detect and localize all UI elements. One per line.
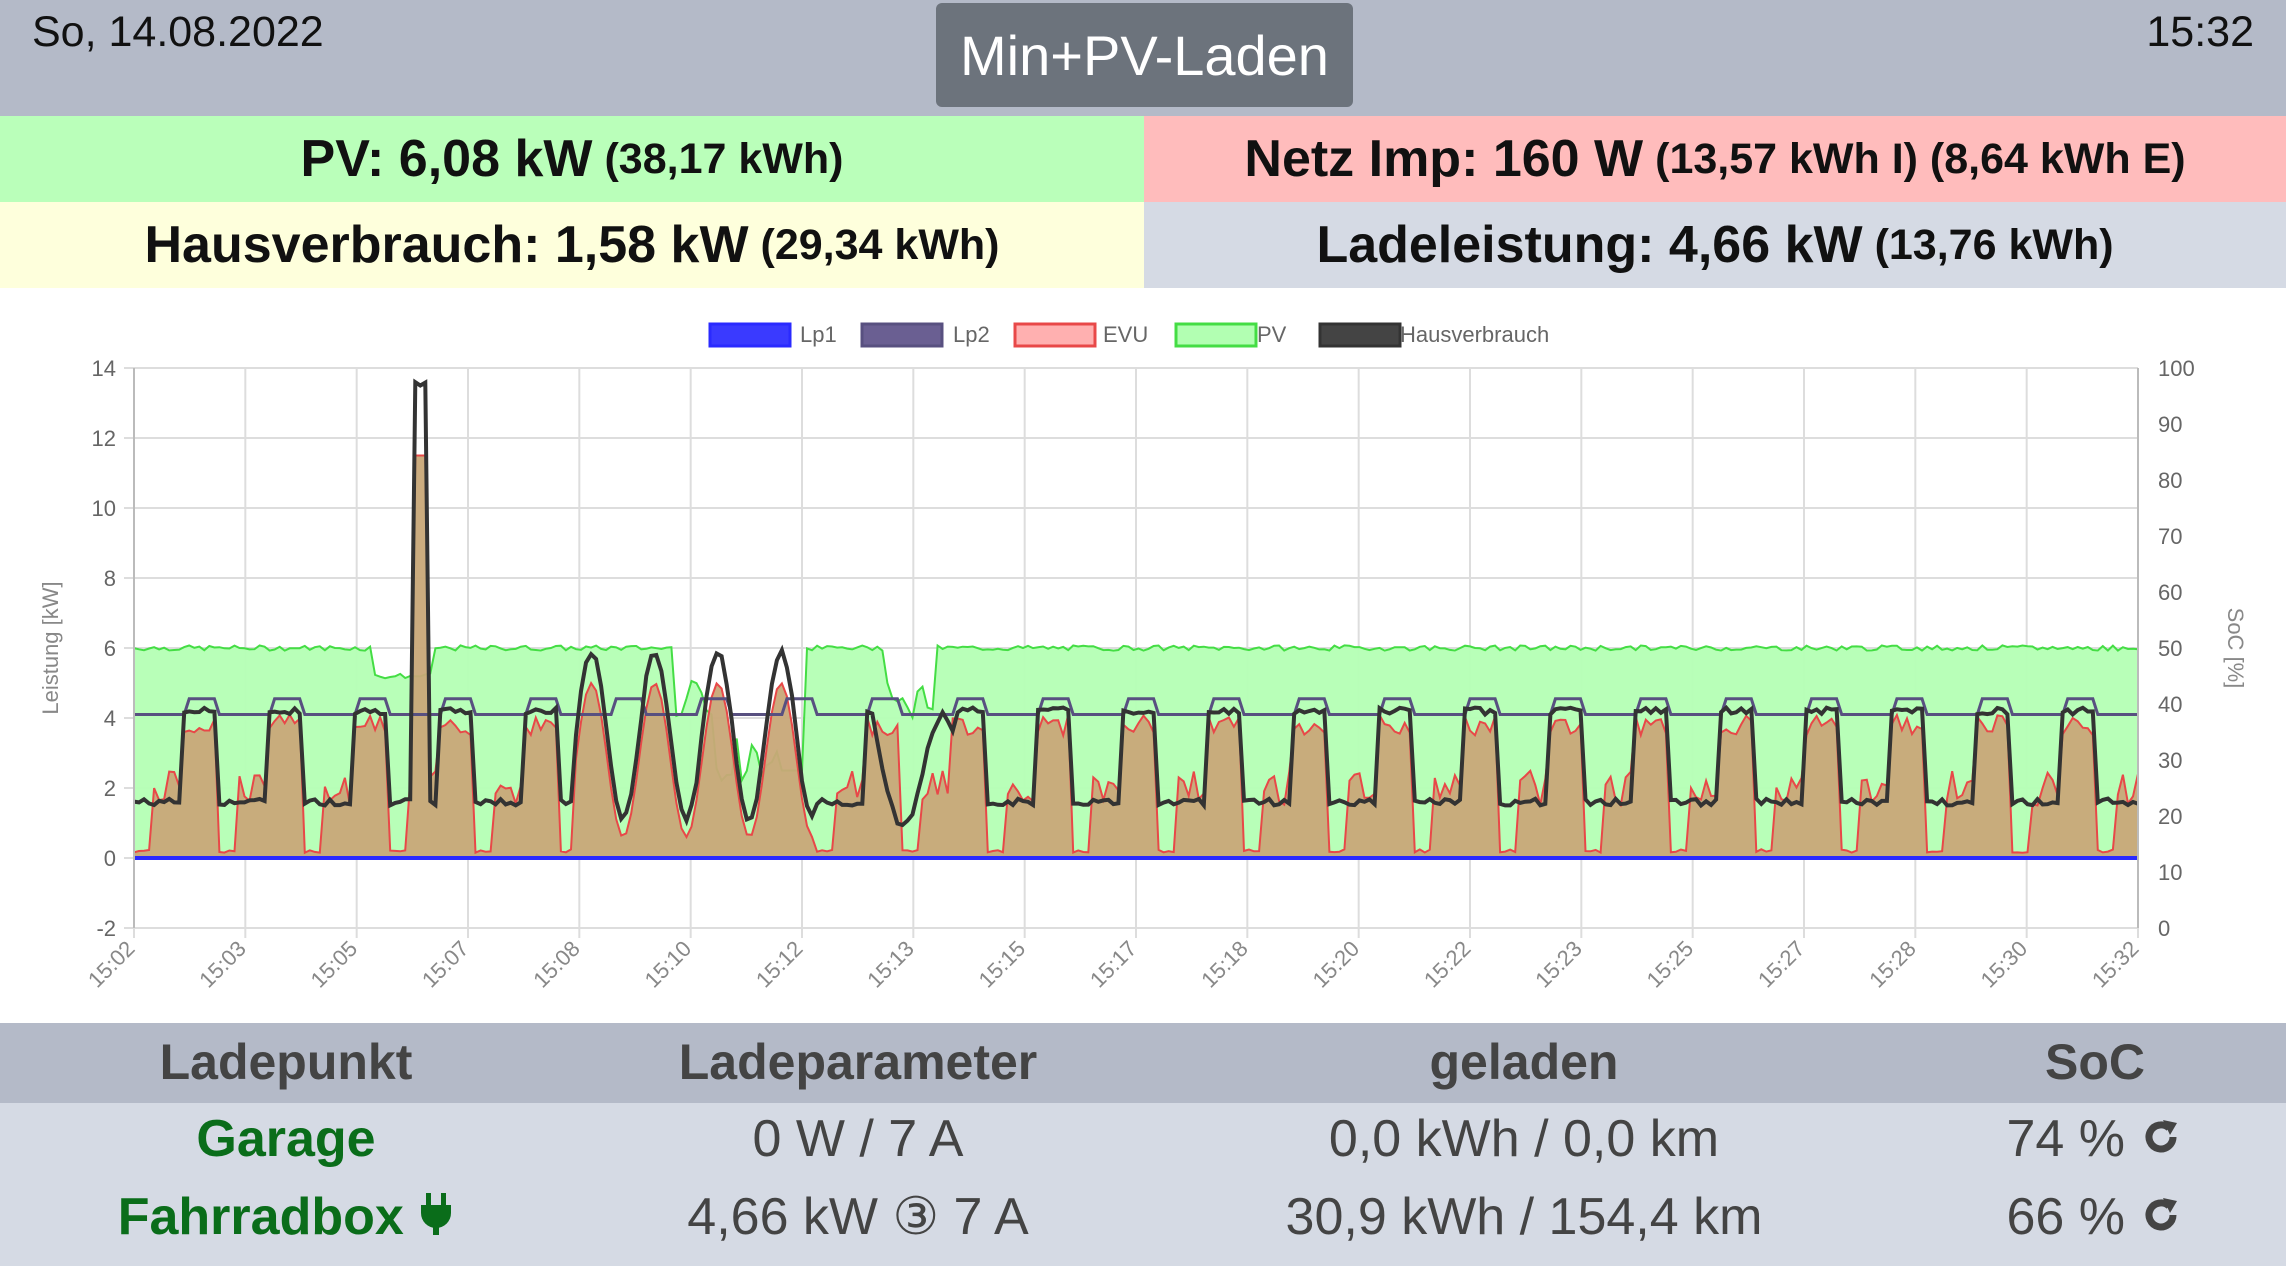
soc-value: 66 % [2006, 1188, 2126, 1246]
x-tick-label: 15:05 [306, 936, 363, 993]
legend-swatch-hausverbrauch [1318, 322, 1402, 348]
chargepoint-param-garage: 0 W / 7 A [752, 1110, 964, 1168]
chargepoint-table-header: Ladepunkt Ladeparameter geladen SoC [0, 1023, 2286, 1103]
legend-label-lp1: Lp1 [800, 322, 837, 347]
charge-energy: (13,76 kWh) [1874, 220, 2114, 269]
chargepoint-charged-garage: 0,0 kWh / 0,0 km [1328, 1110, 1720, 1168]
y-tick-label: 14 [92, 356, 116, 381]
pv-summary: PV: 6,08 kW (38,17 kWh) [0, 116, 1144, 202]
legend-label-lp2: Lp2 [953, 322, 990, 347]
x-tick-label: 15:10 [640, 936, 697, 993]
chart-lines [133, 378, 2139, 860]
chart-legend: Lp1 Lp2 EVU PV Hausverbrauch [708, 322, 1549, 348]
x-tick-label: 15:03 [194, 936, 251, 993]
y2-tick-label: 70 [2158, 524, 2182, 549]
grid-energy: (13,57 kWh I) (8,64 kWh E) [1655, 134, 2186, 183]
y2-tick-label: 80 [2158, 468, 2182, 493]
x-tick-label: 15:02 [83, 936, 140, 993]
x-tick-label: 15:25 [1642, 936, 1699, 993]
house-power: Hausverbrauch: 1,58 kW [144, 216, 749, 274]
chargepoint-name-fahrradbox[interactable]: Fahrradbox [0, 1187, 572, 1250]
haus-line [133, 378, 2139, 828]
y2-tick-label: 100 [2158, 356, 2195, 381]
legend-swatch-lp2 [860, 322, 944, 348]
power-chart: Lp1 Lp2 EVU PV Hausverbrauch -20246810121401… [38, 322, 2248, 993]
x-tick-label: 15:27 [1753, 936, 1810, 993]
refresh-icon[interactable] [2139, 1190, 2183, 1250]
header-geladen: geladen [1429, 1034, 1619, 1090]
pv-energy: (38,17 kWh) [604, 134, 844, 183]
refresh-icon[interactable] [2139, 1112, 2183, 1172]
y2-tick-label: 40 [2158, 692, 2182, 717]
legend-label-evu: EVU [1103, 322, 1148, 347]
y-tick-label: 12 [92, 426, 116, 451]
x-tick-label: 15:12 [751, 936, 808, 993]
y-tick-label: 4 [104, 706, 116, 731]
x-tick-label: 15:22 [1419, 936, 1476, 993]
chargepoint-soc-fahrradbox: 66 % [1904, 1187, 2286, 1250]
y2-tick-label: 60 [2158, 580, 2182, 605]
y-tick-label: 8 [104, 566, 116, 591]
chargepoint-param-fahrradbox: 4,66 kW ③ 7 A [687, 1188, 1029, 1246]
charge-summary: Ladeleistung: 4,66 kW (13,76 kWh) [1144, 202, 2286, 288]
y2-tick-label: 50 [2158, 636, 2182, 661]
x-tick-label: 15:30 [1976, 936, 2033, 993]
y2-tick-label: 90 [2158, 412, 2182, 437]
x-tick-label: 15:17 [1085, 936, 1142, 993]
x-tick-label: 15:20 [1308, 936, 1365, 993]
y2-tick-label: 30 [2158, 748, 2182, 773]
chargepoint-label: Garage [196, 1110, 376, 1168]
grid-summary: Netz Imp: 160 W (13,57 kWh I) (8,64 kWh … [1144, 116, 2286, 202]
x-tick-label: 15:32 [2087, 936, 2144, 993]
soc-value: 74 % [2006, 1110, 2126, 1168]
header-ladeparameter: Ladeparameter [678, 1034, 1038, 1090]
x-tick-label: 15:18 [1196, 936, 1253, 993]
chargepoint-soc-garage: 74 % [1904, 1109, 2286, 1172]
date-display: So, 14.08.2022 [32, 8, 324, 56]
legend-swatch-pv [1174, 322, 1258, 348]
y2-tick-label: 10 [2158, 860, 2182, 885]
y-tick-label: 6 [104, 636, 116, 661]
x-tick-label: 15:08 [528, 936, 585, 993]
pv-power: PV: 6,08 kW [300, 130, 593, 188]
chargepoint-table-body: Garage 0 W / 7 A 0,0 kWh / 0,0 km 74 % F… [0, 1103, 2286, 1266]
top-bar: So, 14.08.2022 Min+PV-Laden 15:32 [0, 0, 2286, 116]
house-energy: (29,34 kWh) [760, 220, 1000, 269]
y-tick-label: 10 [92, 496, 116, 521]
y2-tick-label: 0 [2158, 916, 2170, 941]
legend-swatch-evu [1013, 322, 1097, 348]
lp2-line [134, 697, 2138, 716]
y-tick-label: 2 [104, 776, 116, 801]
legend-label-hausverbrauch: Hausverbrauch [1400, 322, 1549, 347]
time-display: 15:32 [2146, 8, 2254, 56]
charge-power: Ladeleistung: 4,66 kW [1316, 216, 1863, 274]
y-tick-label: -2 [96, 916, 116, 941]
y-axis-title: Leistung [kW] [38, 581, 63, 714]
chargepoint-charged-fahrradbox: 30,9 kWh / 154,4 km [1285, 1188, 1763, 1246]
y2-axis-title: SoC [%] [2223, 608, 2248, 689]
y2-tick-label: 20 [2158, 804, 2182, 829]
legend-swatch-lp1 [708, 322, 792, 348]
plug-icon [418, 1190, 454, 1250]
header-ladepunkt: Ladepunkt [159, 1034, 413, 1090]
x-tick-label: 15:07 [417, 936, 474, 993]
grid-power: Netz Imp: 160 W [1244, 130, 1644, 188]
chargepoint-label: Fahrradbox [117, 1188, 404, 1246]
x-tick-label: 15:23 [1530, 936, 1587, 993]
header-soc: SoC [2045, 1034, 2145, 1090]
chargepoint-name-garage[interactable]: Garage [0, 1109, 572, 1169]
legend-label-pv: PV [1257, 322, 1287, 347]
x-tick-label: 15:15 [974, 936, 1031, 993]
x-tick-label: 15:28 [1864, 936, 1921, 993]
house-summary: Hausverbrauch: 1,58 kW (29,34 kWh) [0, 202, 1144, 288]
y-tick-label: 0 [104, 846, 116, 871]
charge-mode-button[interactable]: Min+PV-Laden [936, 3, 1353, 107]
x-tick-label: 15:13 [862, 936, 919, 993]
